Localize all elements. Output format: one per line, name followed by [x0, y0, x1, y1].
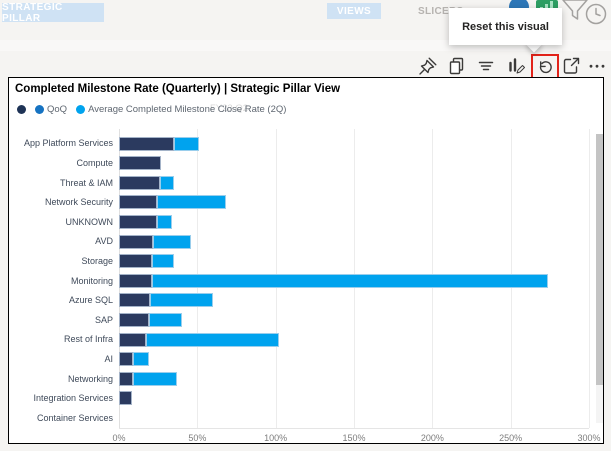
- chart-pen-icon[interactable]: [504, 55, 526, 77]
- green-chart-bar: [550, 1, 553, 13]
- category-label: Rest of Infra: [63, 334, 113, 345]
- scrollbar-thumb[interactable]: [596, 134, 603, 385]
- bar-segment[interactable]: [119, 352, 134, 367]
- category-label: App Platform Services: [23, 138, 113, 149]
- bar-segment[interactable]: [119, 293, 151, 308]
- focus-mode-icon[interactable]: [560, 55, 582, 77]
- legend-swatch: [17, 105, 26, 114]
- bar-segment[interactable]: [119, 312, 149, 327]
- category-label: Integration Services: [33, 393, 113, 404]
- category-label: UNKNOWN: [65, 216, 114, 227]
- bar-segment[interactable]: [119, 273, 152, 288]
- copy-icon[interactable]: [446, 55, 468, 77]
- bar-segment[interactable]: [156, 195, 226, 210]
- more-options-icon[interactable]: [586, 55, 608, 77]
- legend-item[interactable]: [17, 105, 26, 114]
- funnel-icon[interactable]: [560, 0, 590, 22]
- bar-segment[interactable]: [151, 273, 549, 288]
- bar-segment[interactable]: [119, 234, 154, 249]
- scrollbar-track[interactable]: [596, 134, 603, 423]
- legend-swatch: [76, 105, 86, 114]
- chart-plot-area: 0% 50% 100% 150% 200% 250% 300% App Platform Se…: [9, 78, 603, 443]
- bar-segment[interactable]: [133, 352, 149, 367]
- filter-icon[interactable]: [475, 55, 497, 77]
- bar-segment[interactable]: [151, 254, 174, 269]
- clock-icon[interactable]: [584, 2, 608, 26]
- bar-segment[interactable]: [119, 195, 157, 210]
- bar-segment[interactable]: [119, 332, 146, 347]
- legend-label: Average Completed Milestone Close Rate (…: [88, 104, 287, 115]
- bar-segment[interactable]: [148, 312, 182, 327]
- tooltip: Reset this visual: [449, 8, 562, 45]
- gridline: [589, 129, 590, 428]
- bar-chart-visual[interactable]: Completed Milestone Rate (Quarterly) | S…: [8, 77, 604, 444]
- category-label: Azure SQL: [68, 295, 113, 306]
- x-axis-tick-label: 250%: [499, 433, 523, 443]
- legend-swatch: [35, 105, 44, 114]
- slicer-label: SLICERS: [418, 6, 464, 17]
- category-label: Network Security: [44, 197, 113, 208]
- watermark: FY23 Q2: [210, 103, 249, 114]
- category-label: Compute: [76, 157, 113, 168]
- bar-segment[interactable]: [150, 293, 213, 308]
- bar-segment[interactable]: [156, 214, 173, 229]
- category-label: AI: [104, 353, 113, 364]
- x-axis-line: [119, 428, 589, 429]
- bar-segment[interactable]: [119, 136, 174, 151]
- category-label: Threat & IAM: [59, 177, 113, 188]
- strategic-pillar-button[interactable]: STRATEGIC PILLAR: [2, 2, 104, 24]
- legend-label: QoQ: [47, 104, 68, 115]
- x-axis-tick-label: 100%: [264, 433, 288, 443]
- category-label: Networking: [67, 373, 113, 384]
- reset-icon[interactable]: [536, 58, 554, 76]
- bar-segment[interactable]: [119, 175, 160, 190]
- visual-title: Completed Milestone Rate (Quarterly) | S…: [15, 83, 341, 95]
- x-axis-tick-label: 200%: [420, 433, 444, 443]
- category-label: AVD: [95, 236, 113, 247]
- legend-item[interactable]: Average Completed Milestone Close Rate (…: [76, 104, 286, 115]
- category-label: Storage: [81, 255, 113, 266]
- bar-segment[interactable]: [159, 175, 174, 190]
- legend-item[interactable]: QoQ: [35, 104, 67, 115]
- category-label: Monitoring: [70, 275, 113, 286]
- x-axis-tick-label: 0%: [112, 433, 126, 443]
- x-axis-tick-label: 50%: [188, 433, 207, 443]
- bar-segment[interactable]: [145, 332, 279, 347]
- views-button[interactable]: VIEWS: [327, 3, 381, 19]
- category-label: Container Services: [36, 412, 113, 423]
- bar-segment[interactable]: [119, 254, 152, 269]
- x-axis-tick-label: 150%: [342, 433, 366, 443]
- bar-segment[interactable]: [173, 136, 199, 151]
- bar-segment[interactable]: [133, 371, 177, 386]
- category-label: SAP: [94, 314, 113, 325]
- bar-segment[interactable]: [119, 371, 134, 386]
- x-axis-tick-label: 300%: [577, 433, 601, 443]
- pin-icon[interactable]: [417, 55, 439, 77]
- background-band: [0, 40, 611, 51]
- chart-legend: QoQ Average Completed Milestone Close Rat…: [17, 104, 286, 115]
- bar-segment[interactable]: [119, 156, 162, 171]
- bar-segment[interactable]: [153, 234, 192, 249]
- bar-segment[interactable]: [119, 214, 157, 229]
- bar-segment[interactable]: [119, 391, 132, 406]
